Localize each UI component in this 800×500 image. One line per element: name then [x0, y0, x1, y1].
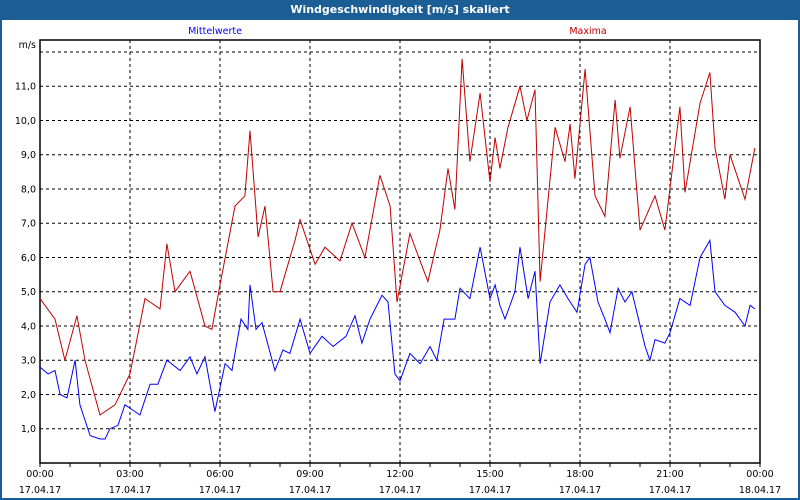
y-tick-label: 11,0 [15, 82, 36, 93]
y-tick-label: 1,0 [21, 424, 36, 435]
x-tick-time: 00:00 [746, 469, 773, 480]
legend-mittelwerte: Mittelwerte [188, 26, 242, 37]
y-tick-label: 5,0 [21, 287, 36, 298]
x-tick-time: 18:00 [566, 469, 593, 480]
x-tick-time: 15:00 [476, 469, 503, 480]
y-tick-label: 6,0 [21, 253, 36, 264]
x-tick-time: 03:00 [116, 469, 143, 480]
x-tick-date: 17.04.17 [19, 485, 61, 496]
x-tick-date: 18.04.17 [739, 485, 781, 496]
x-tick-time: 06:00 [206, 469, 233, 480]
x-tick-date: 17.04.17 [379, 485, 421, 496]
x-tick-time: 12:00 [386, 469, 413, 480]
y-tick-label: 2,0 [21, 390, 36, 401]
plot-frame [39, 39, 761, 464]
x-tick-date: 17.04.17 [199, 485, 241, 496]
series-line-mittelwerte [39, 238, 756, 440]
x-tick-time: 21:00 [656, 469, 683, 480]
x-tick-date: 17.04.17 [109, 485, 151, 496]
x-tick-time: 09:00 [296, 469, 323, 480]
window-title: Windgeschwindigkeit [m/s] skaliert [290, 3, 510, 16]
x-tick-time: 00:00 [26, 469, 53, 480]
series-line-maxima [39, 58, 756, 416]
y-tick-label: 8,0 [21, 184, 36, 195]
x-tick-date: 17.04.17 [469, 485, 511, 496]
y-tick-label: 9,0 [21, 150, 36, 161]
y-tick-label: 7,0 [21, 219, 36, 230]
x-tick-date: 17.04.17 [289, 485, 331, 496]
legend-maxima: Maxima [569, 26, 606, 37]
y-axis-label: m/s [19, 40, 36, 51]
y-tick-label: 4,0 [21, 321, 36, 332]
x-tick-date: 17.04.17 [559, 485, 601, 496]
y-tick-label: 10,0 [15, 116, 36, 127]
x-tick-date: 17.04.17 [649, 485, 691, 496]
y-tick-label: 3,0 [21, 356, 36, 367]
